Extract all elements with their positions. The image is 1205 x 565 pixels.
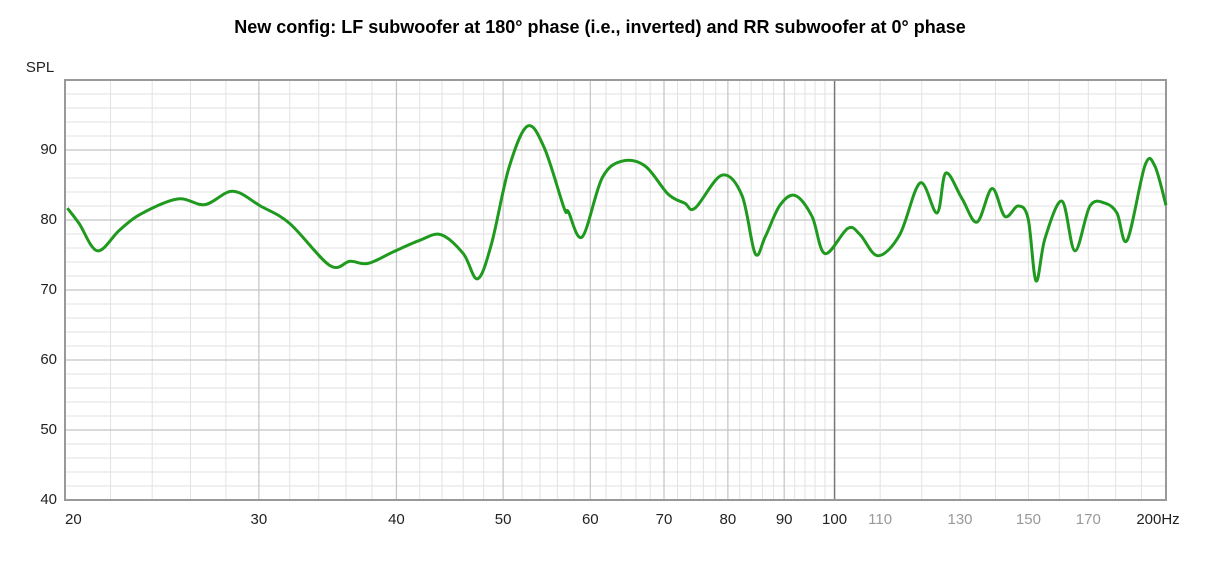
x-tick-label: 20 [65, 511, 82, 528]
y-axis-label: SPL [26, 59, 54, 76]
y-tick-label: 50 [40, 421, 57, 438]
x-tick-label: 100 [822, 511, 847, 528]
y-tick-label: 60 [40, 351, 57, 368]
x-tick-label: 200Hz [1136, 511, 1179, 528]
x-tick-label: 110 [868, 511, 892, 528]
y-tick-label: 40 [40, 491, 57, 508]
y-tick-label: 80 [40, 211, 57, 228]
x-tick-label: 90 [776, 511, 793, 528]
y-tick-label: 70 [40, 281, 57, 298]
x-tick-label: 60 [582, 511, 599, 528]
chart-title: New config: LF subwoofer at 180° phase (… [234, 17, 966, 37]
x-tick-label: 70 [656, 511, 673, 528]
x-tick-label: 40 [388, 511, 405, 528]
x-tick-label: 170 [1076, 511, 1101, 528]
x-tick-label: 50 [495, 511, 512, 528]
grid [64, 80, 1167, 501]
x-tick-label: 30 [251, 511, 268, 528]
x-tick-label: 150 [1016, 511, 1041, 528]
x-tick-label: 80 [720, 511, 737, 528]
plot-frame [64, 79, 1167, 501]
line-series [66, 124, 1168, 283]
y-tick-label: 90 [40, 141, 57, 158]
x-tick-label: 130 [948, 511, 973, 528]
